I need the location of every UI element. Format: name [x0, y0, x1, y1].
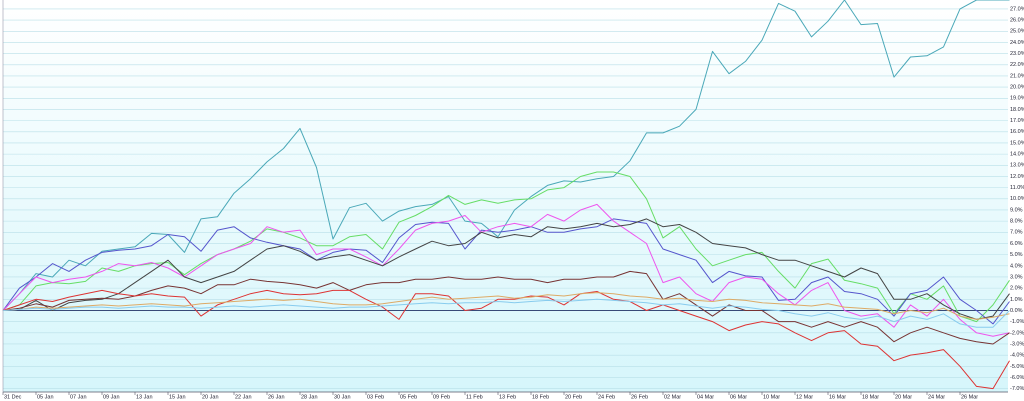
y-tick-label: -7.0%	[1010, 386, 1024, 392]
y-tick-label: 8.0%	[1010, 219, 1023, 225]
labels: -7.0% -6.0% -5.0% -4.0% -3.0% -2.0% -1.0% 0.0% 1…	[4, 6, 1024, 400]
y-tick-label: 23.0%	[1010, 51, 1024, 57]
y-tick-label: 15.0%	[1010, 140, 1024, 146]
y-tick-label: 20.0%	[1010, 85, 1024, 91]
x-tick-label: 06 Mar	[730, 394, 747, 400]
y-tick-label: 7.0%	[1010, 230, 1023, 236]
series-line	[2, 203, 1010, 337]
grid	[2, 8, 1008, 395]
y-tick-label: 13.0%	[1010, 163, 1024, 169]
y-tick-label: -4.0%	[1010, 353, 1024, 359]
x-tick-label: 24 Feb	[598, 394, 615, 400]
series-line	[2, 289, 1010, 390]
y-tick-label: 25.0%	[1010, 29, 1024, 35]
x-tick-label: 26 Feb	[631, 394, 648, 400]
x-tick-label: 05 Feb	[400, 394, 417, 400]
y-tick-label: 2.0%	[1010, 286, 1023, 292]
x-tick-label: 26 Mar	[961, 394, 978, 400]
x-tick-label: 20 Feb	[565, 394, 582, 400]
x-tick-label: 02 Mar	[664, 394, 681, 400]
y-tick-label: 1.0%	[1010, 297, 1023, 303]
x-tick-label: 13 Feb	[499, 394, 516, 400]
x-tick-label: 04 Mar	[697, 394, 714, 400]
y-tick-label: -1.0%	[1010, 319, 1024, 325]
y-tick-label: 19.0%	[1010, 96, 1024, 102]
y-tick-label: -6.0%	[1010, 375, 1024, 381]
x-tick-label: 28 Jan	[301, 394, 318, 400]
series-line	[2, 270, 1010, 345]
y-tick-label: 10.0%	[1010, 196, 1024, 202]
series-line	[2, 0, 1010, 311]
x-tick-label: 07 Jan	[70, 394, 87, 400]
series-line	[2, 218, 1010, 325]
series-line	[2, 298, 1010, 328]
x-tick-label: 22 Jan	[235, 394, 252, 400]
y-tick-label: -3.0%	[1010, 341, 1024, 347]
x-tick-label: 18 Feb	[532, 394, 549, 400]
y-tick-label: 14.0%	[1010, 152, 1024, 158]
y-tick-label: 11.0%	[1010, 185, 1024, 191]
y-tick-label: 22.0%	[1010, 62, 1024, 68]
y-tick-label: 12.0%	[1010, 174, 1024, 180]
x-tick-label: 05 Jan	[37, 394, 54, 400]
y-tick-label: 4.0%	[1010, 263, 1023, 269]
x-tick-label: 15 Jan	[169, 394, 186, 400]
x-tick-label: 16 Mar	[829, 394, 846, 400]
lines	[2, 0, 1010, 390]
x-tick-label: 09 Feb	[433, 394, 450, 400]
x-tick-label: 13 Jan	[136, 394, 153, 400]
x-tick-label: 20 Jan	[202, 394, 219, 400]
y-tick-label: 24.0%	[1010, 40, 1024, 46]
y-tick-label: -5.0%	[1010, 364, 1024, 370]
x-tick-label: 12 Mar	[796, 394, 813, 400]
y-tick-label: 18.0%	[1010, 107, 1024, 113]
x-tick-label: 11 Feb	[466, 394, 483, 400]
series-line	[2, 171, 1010, 323]
x-tick-label: 03 Feb	[367, 394, 384, 400]
y-tick-label: 0.0%	[1010, 308, 1023, 314]
x-tick-label: 31 Dec	[4, 394, 22, 400]
x-tick-label: 20 Mar	[895, 394, 912, 400]
y-tick-label: 26.0%	[1010, 18, 1024, 24]
y-tick-label: 16.0%	[1010, 129, 1024, 135]
y-tick-label: 27.0%	[1010, 6, 1024, 12]
x-tick-label: 10 Mar	[763, 394, 780, 400]
y-tick-label: 5.0%	[1010, 252, 1023, 258]
y-tick-label: -2.0%	[1010, 330, 1024, 336]
y-tick-label: 17.0%	[1010, 118, 1024, 124]
plot-area	[3, 0, 1008, 392]
x-tick-label: 09 Jan	[103, 394, 120, 400]
series-line	[2, 218, 1010, 320]
x-tick-label: 30 Jan	[334, 394, 351, 400]
y-tick-label: 21.0%	[1010, 73, 1024, 79]
x-tick-label: 18 Mar	[862, 394, 879, 400]
y-tick-label: 6.0%	[1010, 241, 1023, 247]
y-tick-label: 9.0%	[1010, 207, 1023, 213]
x-tick-label: 26 Jan	[268, 394, 285, 400]
y-tick-label: 3.0%	[1010, 274, 1023, 280]
x-tick-label: 24 Mar	[928, 394, 945, 400]
series-line	[2, 292, 1010, 320]
